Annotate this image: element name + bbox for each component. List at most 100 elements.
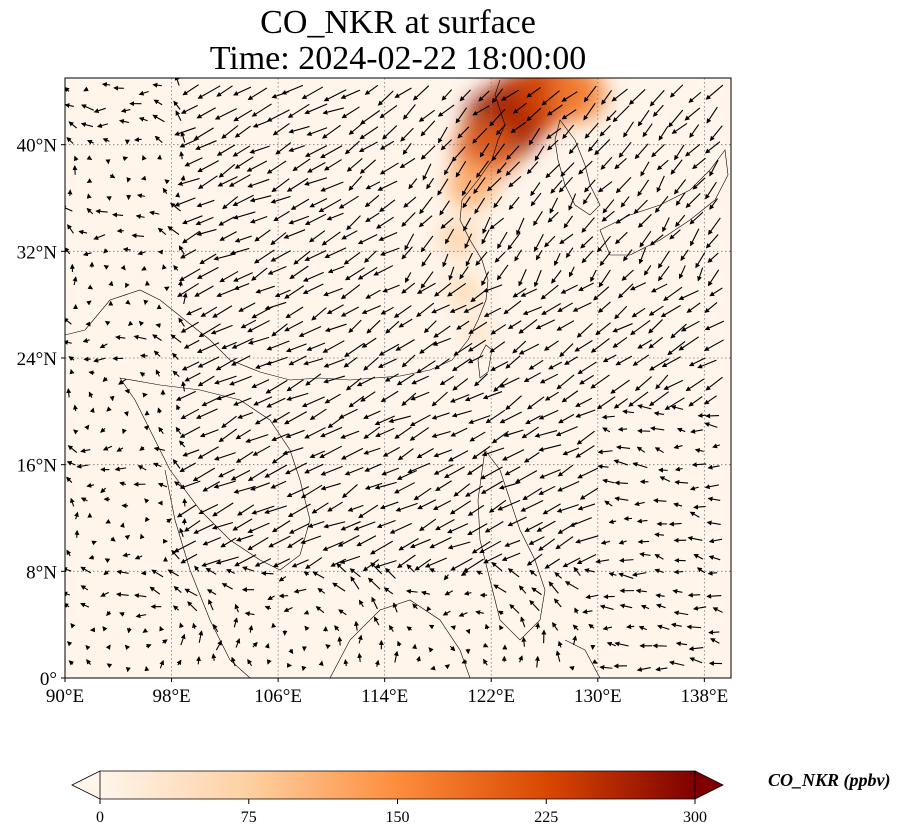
- wind-arrow: [349, 568, 361, 578]
- wind-arrow: [457, 126, 470, 139]
- wind-arrow: [688, 396, 703, 407]
- wind-arrow: [491, 143, 506, 162]
- wind-arrow: [228, 174, 251, 187]
- wind-arrow: [398, 318, 413, 328]
- wind-arrow: [451, 146, 466, 162]
- wind-arrow: [320, 426, 343, 438]
- wind-arrow: [311, 307, 327, 321]
- wind-arrow: [491, 562, 503, 572]
- wind-arrow: [397, 640, 402, 647]
- wind-arrow: [65, 591, 70, 597]
- wind-arrow: [449, 500, 472, 515]
- wind-arrow: [157, 482, 168, 488]
- colorbar-tick-label: 0: [96, 809, 104, 826]
- wind-arrow: [557, 640, 563, 648]
- wind-arrow: [655, 593, 665, 599]
- wind-arrow: [426, 177, 435, 190]
- wind-arrow: [572, 635, 578, 645]
- wind-arrow: [418, 109, 436, 122]
- wind-arrow: [497, 610, 504, 616]
- wind-arrow: [317, 587, 326, 594]
- wind-arrow: [501, 552, 521, 562]
- wind-arrow: [251, 505, 275, 515]
- wind-arrow: [577, 467, 599, 479]
- wind-arrow: [288, 215, 310, 225]
- wind-arrow: [615, 176, 632, 194]
- wind-arrow: [206, 589, 217, 595]
- wind-arrow: [104, 558, 111, 564]
- wind-arrow: [255, 285, 275, 294]
- wind-arrow: [82, 251, 92, 257]
- coastline-malay: [164, 469, 251, 678]
- wind-arrow: [637, 339, 653, 349]
- wind-arrow: [590, 374, 610, 389]
- wind-arrow: [80, 566, 92, 574]
- wind-arrow: [420, 120, 436, 137]
- wind-arrow: [365, 181, 381, 190]
- wind-arrow: [340, 306, 359, 317]
- wind-arrow: [176, 404, 181, 411]
- wind-arrow: [202, 536, 221, 546]
- x-tick-label: 122°E: [467, 686, 515, 707]
- wind-arrow: [379, 501, 399, 510]
- wind-arrow: [180, 175, 186, 182]
- wind-arrow: [688, 357, 706, 367]
- wind-arrow: [697, 413, 707, 418]
- wind-arrow: [490, 361, 509, 371]
- wind-arrow: [401, 354, 416, 368]
- wind-arrow: [327, 265, 345, 274]
- wind-arrow: [105, 518, 111, 524]
- wind-arrow: [67, 224, 74, 234]
- wind-arrow: [141, 265, 147, 271]
- wind-arrow: [382, 284, 400, 293]
- wind-arrow: [613, 459, 628, 466]
- wind-arrow: [80, 122, 94, 128]
- wind-arrow: [524, 521, 543, 532]
- wind-arrow: [344, 267, 365, 281]
- coastline-philippines: [477, 449, 546, 641]
- wind-arrow: [80, 497, 88, 503]
- wind-arrow: [348, 123, 363, 135]
- wind-arrow: [377, 180, 398, 191]
- wind-arrow: [66, 641, 73, 647]
- wind-arrow: [196, 342, 220, 353]
- wind-arrow: [610, 379, 630, 394]
- wind-arrow: [404, 272, 412, 283]
- wind-arrow: [653, 498, 667, 504]
- wind-arrow: [270, 195, 291, 204]
- wind-arrow: [344, 466, 364, 476]
- wind-arrow: [400, 127, 414, 142]
- wind-arrow: [487, 177, 502, 192]
- wind-arrow: [420, 271, 434, 289]
- wind-arrow: [690, 228, 700, 247]
- wind-arrow: [254, 558, 272, 567]
- wind-arrow: [575, 409, 596, 418]
- wind-arrow: [145, 644, 152, 649]
- wind-arrow: [337, 636, 343, 646]
- wind-arrow: [140, 570, 147, 576]
- wind-arrow: [615, 213, 631, 224]
- wind-arrow: [358, 599, 364, 608]
- wind-arrow: [212, 305, 233, 318]
- wind-arrow: [173, 540, 197, 553]
- wind-arrow: [144, 516, 150, 523]
- wind-arrow: [572, 302, 592, 312]
- wind-arrow: [529, 569, 537, 577]
- wind-arrow: [406, 564, 415, 573]
- wind-arrow: [106, 663, 113, 669]
- wind-arrow: [534, 655, 540, 668]
- wind-arrow: [656, 175, 665, 193]
- wind-arrow: [288, 523, 310, 534]
- wind-arrow: [179, 268, 201, 282]
- wind-arrow: [452, 378, 469, 391]
- wind-arrow: [286, 392, 309, 401]
- y-tick-label: 40°N: [17, 136, 58, 157]
- wind-arrow: [575, 397, 593, 407]
- wind-arrow: [707, 269, 720, 287]
- wind-arrow: [182, 292, 188, 305]
- wind-arrow: [473, 177, 486, 195]
- wind-vectors: [65, 78, 725, 673]
- wind-arrow: [576, 430, 595, 445]
- wind-arrow: [572, 624, 579, 631]
- wind-arrow: [264, 643, 270, 649]
